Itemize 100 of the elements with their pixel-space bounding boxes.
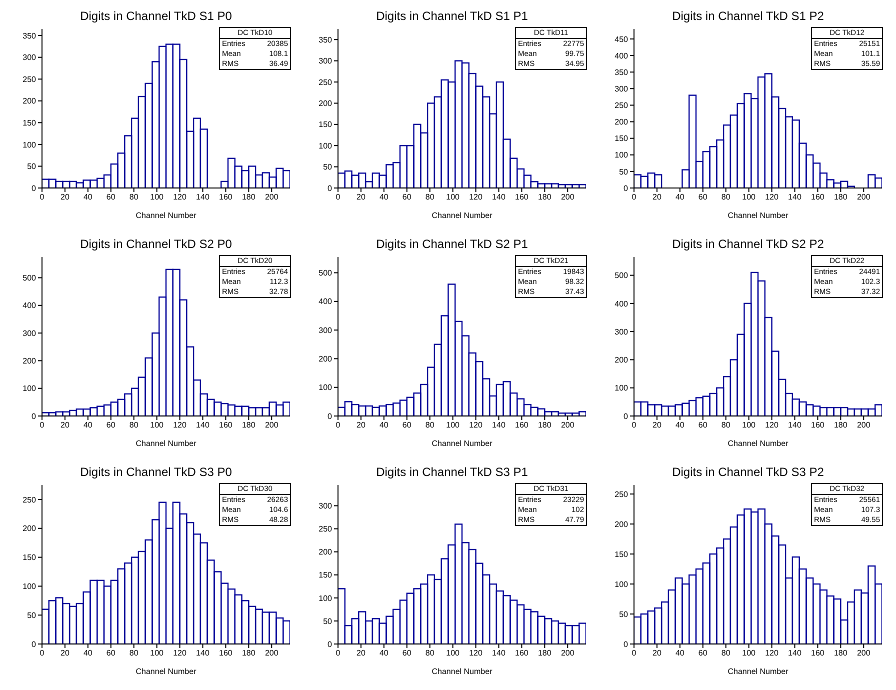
x-tick-label: 180 [242,648,256,658]
x-tick-label: 100 [150,648,164,658]
x-tick-label: 20 [356,648,366,658]
x-tick-label: 40 [379,648,389,658]
x-axis-title: Channel Number [728,211,789,220]
x-axis-title: Channel Number [136,439,197,448]
x-tick-label: 160 [219,192,233,202]
y-tick-label: 350 [22,31,37,40]
y-tick-label: 400 [318,297,333,306]
x-tick-label: 100 [150,420,164,430]
y-tick-label: 300 [614,327,629,336]
y-tick-label: 0 [624,184,629,193]
y-tick-label: 150 [22,118,37,128]
y-tick-label: 100 [22,582,37,592]
x-tick-label: 140 [492,420,506,430]
y-tick-label: 50 [619,167,629,176]
x-tick-label: 200 [856,192,871,202]
x-tick-label: 40 [379,420,389,430]
y-tick-label: 350 [318,35,333,44]
x-axis-title: Channel Number [728,439,789,448]
x-tick-label: 180 [538,192,552,202]
x-tick-label: 160 [811,192,825,202]
x-tick-label: 0 [40,420,45,430]
y-tick-label: 250 [22,74,37,84]
x-tick-label: 180 [834,192,848,202]
chart-title: Digits in Channel TkD S1 P1 [375,8,529,25]
x-tick-label: 60 [402,420,412,430]
x-tick-label: 80 [425,192,435,202]
x-tick-label: 80 [721,192,731,202]
x-axis-title: Channel Number [136,667,197,676]
x-tick-label: 100 [150,192,164,202]
y-tick-label: 200 [614,520,629,529]
x-tick-label: 140 [788,648,802,658]
y-tick-label: 500 [22,274,37,283]
chart-title: Digits in Channel TkD S3 P0 [79,464,233,481]
y-tick-label: 100 [614,150,629,160]
y-tick-label: 100 [318,383,333,392]
x-tick-label: 20 [356,420,366,430]
y-tick-label: 200 [318,354,333,364]
x-tick-label: 160 [515,420,529,430]
y-tick-label: 150 [318,120,333,130]
x-tick-label: 40 [675,648,685,658]
x-tick-label: 120 [173,192,187,202]
x-tick-label: 80 [425,420,435,430]
x-tick-label: 180 [242,420,256,430]
x-tick-label: 200 [560,420,575,430]
x-tick-label: 40 [83,648,93,658]
x-tick-label: 140 [788,420,802,430]
y-tick-label: 50 [27,610,37,620]
y-tick-label: 250 [614,490,629,499]
y-tick-label: 250 [318,78,333,87]
x-tick-label: 120 [469,648,483,658]
y-tick-label: 0 [624,640,629,649]
x-tick-label: 20 [652,648,662,658]
x-tick-label: 60 [402,648,412,658]
x-tick-label: 160 [219,648,233,658]
x-tick-label: 60 [698,648,708,658]
x-tick-label: 0 [632,648,637,658]
x-tick-label: 160 [515,192,529,202]
x-tick-label: 0 [336,648,341,658]
y-tick-label: 300 [318,502,333,511]
x-tick-label: 140 [196,420,210,430]
chart-title: Digits in Channel TkD S2 P1 [375,236,529,253]
y-tick-label: 0 [328,412,333,421]
y-tick-label: 50 [619,610,629,619]
y-tick-label: 250 [318,524,333,534]
y-tick-label: 250 [614,101,629,110]
x-tick-label: 120 [765,648,779,658]
y-tick-label: 100 [22,384,37,394]
y-tick-label: 400 [614,299,629,308]
x-tick-label: 100 [446,192,460,202]
y-tick-label: 0 [32,412,37,421]
y-tick-label: 200 [22,96,37,106]
x-tick-label: 100 [742,192,756,202]
x-tick-label: 120 [173,420,187,430]
x-tick-label: 200 [856,420,871,430]
y-tick-label: 0 [32,184,37,193]
y-tick-label: 50 [323,162,333,172]
x-tick-label: 140 [196,648,210,658]
y-tick-label: 200 [614,356,629,365]
x-tick-label: 100 [446,648,460,658]
y-tick-label: 200 [614,118,629,127]
x-tick-label: 20 [60,192,70,202]
x-tick-label: 180 [242,192,256,202]
x-tick-label: 140 [788,192,802,202]
y-tick-label: 300 [318,56,333,66]
x-tick-label: 160 [811,420,825,430]
y-tick-label: 150 [614,134,629,144]
x-tick-label: 80 [129,648,139,658]
x-axis-title: Channel Number [432,439,493,448]
x-tick-label: 20 [652,420,662,430]
y-tick-label: 500 [614,271,629,280]
y-tick-label: 500 [318,268,333,278]
x-tick-label: 0 [40,648,45,658]
x-tick-label: 0 [40,192,45,202]
x-tick-label: 80 [721,420,731,430]
x-tick-label: 20 [60,648,70,658]
x-tick-label: 40 [83,192,93,202]
x-tick-label: 140 [492,648,506,658]
x-tick-label: 40 [83,420,93,430]
